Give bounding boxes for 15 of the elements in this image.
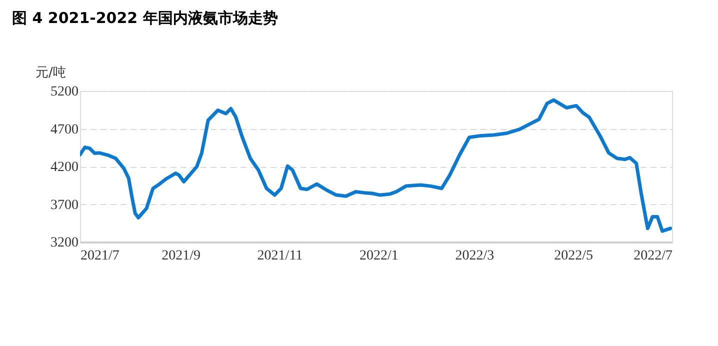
x-tick-label: 2022/1 bbox=[359, 248, 398, 264]
x-tick-label: 2021/11 bbox=[257, 248, 303, 264]
y-tick-label: 3200 bbox=[50, 236, 78, 250]
chart-title: 图 4 2021-2022 年国内液氨市场走势 bbox=[12, 9, 278, 27]
x-tick-label: 2021/9 bbox=[162, 248, 201, 264]
line-series bbox=[80, 98, 672, 233]
x-tick-label: 2022/7 bbox=[634, 248, 672, 264]
y-tick-label: 4200 bbox=[50, 160, 78, 175]
x-tick-label: 2021/7 bbox=[80, 248, 120, 264]
x-tick-label: 2022/5 bbox=[554, 248, 594, 264]
y-tick-label: 5200 bbox=[50, 84, 78, 100]
x-tick-label: 2022/3 bbox=[455, 248, 494, 264]
y-tick-label: 4700 bbox=[50, 122, 78, 138]
y-axis-title: 元/吨 bbox=[36, 66, 66, 80]
y-tick-label: 3700 bbox=[50, 198, 78, 213]
